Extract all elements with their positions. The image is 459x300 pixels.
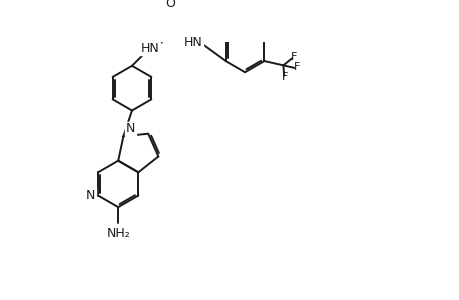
Text: HN: HN — [184, 36, 202, 49]
Text: F: F — [293, 62, 300, 72]
Text: F: F — [281, 72, 288, 82]
Text: N: N — [86, 189, 95, 202]
Text: N: N — [126, 122, 135, 135]
Text: O: O — [165, 0, 174, 10]
Text: F: F — [290, 52, 296, 62]
Text: NH₂: NH₂ — [106, 227, 130, 240]
Text: HN: HN — [140, 42, 159, 55]
